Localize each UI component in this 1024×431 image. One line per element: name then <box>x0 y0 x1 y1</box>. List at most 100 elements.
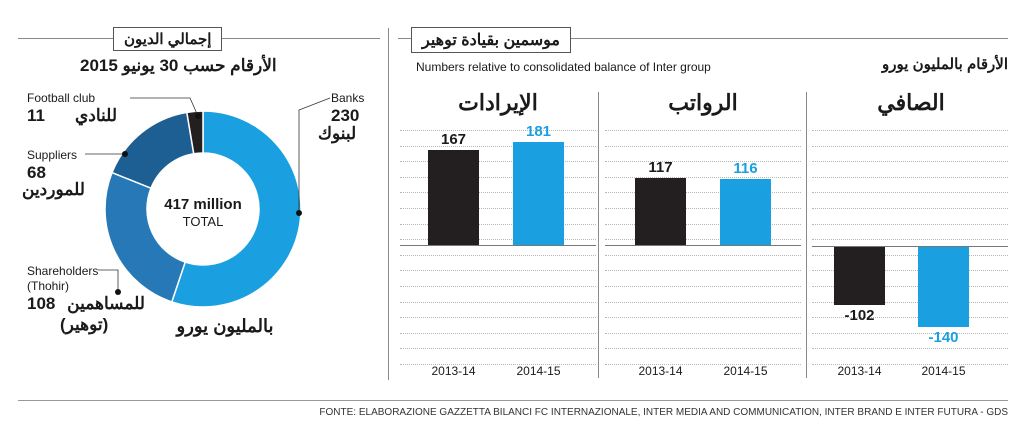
gridline <box>812 301 1008 303</box>
source-note: FONTE: ELABORAZIONE GAZZETTA BILANCI FC … <box>319 407 1008 418</box>
label-football-row: 11 للنادي <box>27 106 117 126</box>
label-football-ar: للنادي <box>75 106 117 125</box>
donut-slice-shareholders-thohir <box>104 171 187 303</box>
gridline <box>605 145 801 147</box>
gridline <box>400 317 596 319</box>
gridline <box>605 364 801 365</box>
donut-chart <box>85 97 331 308</box>
gridline <box>812 348 1008 350</box>
gridline <box>400 301 596 303</box>
zero-line-salaries <box>605 245 801 246</box>
label-shareholders-row: 108 للمساهمين <box>27 294 145 314</box>
bottom-rule <box>18 400 1008 401</box>
label-shareholders-en2: (Thohir) <box>27 279 70 293</box>
gridline <box>400 208 596 209</box>
label-suppliers-en: Suppliers <box>27 148 78 162</box>
gridline <box>400 176 596 178</box>
label-suppliers-ar: للموردين <box>22 180 85 199</box>
gridline <box>605 254 801 256</box>
bar-label-revenue-2013-14: 167 <box>440 131 467 148</box>
leader-line-football-club <box>130 97 199 117</box>
leader-dot-suppliers <box>122 151 128 157</box>
gridline <box>605 192 801 194</box>
bar-label-revenue-2014-15: 181 <box>525 123 552 141</box>
gridline <box>400 223 596 225</box>
gridline <box>812 286 1008 287</box>
gridline <box>400 270 596 272</box>
label-football-num: 11 <box>27 106 45 125</box>
label-suppliers-num: 68 <box>27 163 46 182</box>
section-divider <box>388 28 389 380</box>
bar-salaries-2013-14 <box>635 178 686 245</box>
right-title: موسمين بقيادة توهير <box>411 27 571 53</box>
gridline <box>812 254 1008 256</box>
donut-center-value: 417 million <box>164 196 242 213</box>
gridline <box>605 301 801 303</box>
top-rule-right <box>398 38 1008 39</box>
gridline <box>400 130 596 131</box>
leader-line-banks <box>298 97 331 213</box>
bar-revenue-2014-15 <box>513 142 564 245</box>
label-banks-ar: لبنوك <box>318 124 357 143</box>
gridline <box>812 332 1008 334</box>
gridline <box>605 270 801 272</box>
x-tick-net-2014-15: 2014-15 <box>921 364 966 378</box>
gridline <box>400 286 596 287</box>
gridline <box>605 317 801 319</box>
panel-title-net: الصافي <box>877 90 945 115</box>
gridline <box>605 161 801 163</box>
x-tick-salaries-2014-15: 2014-15 <box>723 364 768 378</box>
bar-net-2014-15 <box>918 247 969 327</box>
left-title: إجمالي الديون <box>113 27 223 51</box>
bar-label-net-2013-14: -102 <box>844 307 875 325</box>
gridline <box>605 130 801 131</box>
gridline <box>812 145 1008 147</box>
donut-unit-note: بالمليون يورو <box>176 316 274 336</box>
gridline <box>400 161 596 163</box>
gridline <box>812 192 1008 194</box>
gridline <box>400 192 596 194</box>
left-subtitle: الأرقام حسب 30 يونيو 2015 <box>80 56 277 75</box>
x-tick-salaries-2013-14: 2013-14 <box>638 364 683 378</box>
gridline <box>400 239 596 241</box>
gridline <box>605 332 801 334</box>
label-banks-num: 230 <box>331 106 360 125</box>
donut-slice-football-club <box>185 110 204 155</box>
donut-center-label: TOTAL <box>182 214 224 229</box>
gridline <box>605 223 801 225</box>
panel-divider-1 <box>598 92 599 378</box>
gridline <box>400 364 596 365</box>
leader-dot-football-club <box>195 113 201 119</box>
right-note-ar: الأرقام بالمليون يورو <box>882 56 1008 73</box>
gridline <box>605 176 801 178</box>
label-shareholders-ar2: (توهير) <box>60 315 109 334</box>
gridline <box>812 223 1008 225</box>
x-tick-net-2013-14: 2013-14 <box>837 364 882 378</box>
leader-dot-banks <box>296 210 302 216</box>
label-shareholders-ar: للمساهمين <box>67 294 145 313</box>
gridline <box>400 332 596 334</box>
label-football-en: Football club <box>27 91 96 105</box>
bar-label-net-2014-15: -140 <box>928 328 959 346</box>
gridline <box>812 239 1008 241</box>
panel-divider-2 <box>806 92 807 378</box>
gridline <box>400 348 596 350</box>
leader-dot-shareholders <box>115 289 121 295</box>
label-shareholders-en: Shareholders <box>27 264 99 278</box>
gridline <box>812 317 1008 319</box>
panel-title-revenue: الإيرادات <box>458 90 538 115</box>
gridline <box>605 286 801 287</box>
bar-label-salaries-2014-15: 116 <box>733 160 758 177</box>
gridline <box>812 270 1008 272</box>
zero-line-net <box>812 246 1008 247</box>
leader-line-shareholders <box>98 269 119 292</box>
zero-line-revenue <box>400 245 596 246</box>
gridline <box>812 161 1008 163</box>
right-note-en: Numbers relative to consolidated balance… <box>416 60 711 74</box>
donut-slice-suppliers <box>111 111 195 190</box>
bar-net-2013-14 <box>834 247 885 306</box>
label-banks-en: Banks <box>331 91 365 105</box>
gridline <box>605 239 801 241</box>
bar-label-salaries-2013-14: 117 <box>648 159 673 177</box>
x-tick-revenue-2013-14: 2013-14 <box>431 364 476 378</box>
